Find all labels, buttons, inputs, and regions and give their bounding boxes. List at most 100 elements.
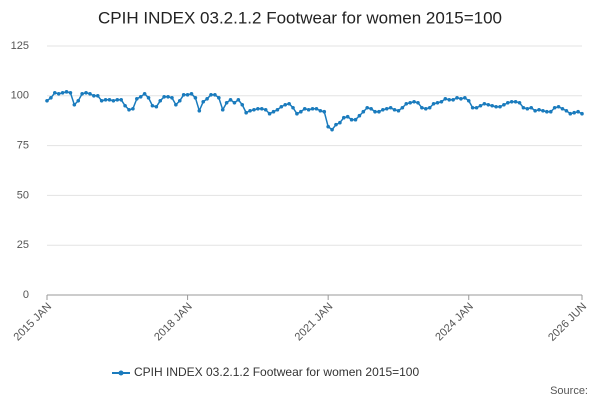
point bbox=[529, 105, 534, 110]
point bbox=[564, 108, 569, 113]
point bbox=[494, 104, 498, 109]
point bbox=[498, 104, 502, 109]
point bbox=[92, 94, 96, 98]
point bbox=[107, 97, 112, 102]
y-tick-label: 100 bbox=[11, 90, 29, 102]
point bbox=[244, 110, 248, 115]
point bbox=[111, 98, 116, 103]
point bbox=[166, 94, 170, 99]
point bbox=[560, 106, 565, 111]
point bbox=[334, 122, 338, 127]
point bbox=[400, 105, 405, 110]
point bbox=[513, 99, 518, 104]
point bbox=[306, 107, 311, 112]
point bbox=[580, 111, 584, 116]
point bbox=[138, 94, 143, 99]
point bbox=[576, 109, 580, 114]
point bbox=[150, 103, 155, 108]
point bbox=[64, 90, 69, 94]
point bbox=[181, 93, 186, 97]
point bbox=[541, 108, 545, 113]
point bbox=[548, 109, 553, 114]
point bbox=[131, 106, 135, 111]
point bbox=[224, 100, 229, 105]
x-tick-label: 2026 JUN bbox=[546, 301, 589, 344]
point bbox=[72, 102, 77, 107]
point bbox=[248, 108, 252, 113]
point bbox=[299, 109, 303, 114]
point bbox=[220, 107, 225, 112]
point bbox=[154, 104, 159, 109]
point bbox=[330, 127, 334, 132]
point bbox=[357, 113, 362, 118]
y-tick-label: 0 bbox=[23, 289, 29, 301]
point bbox=[236, 97, 241, 102]
point bbox=[146, 95, 151, 100]
point bbox=[174, 102, 178, 107]
point bbox=[142, 92, 147, 96]
point bbox=[392, 107, 397, 112]
point bbox=[314, 106, 319, 111]
x-tick-label: 2024 JAN bbox=[433, 301, 476, 344]
point bbox=[533, 108, 537, 113]
point bbox=[88, 92, 92, 96]
point bbox=[95, 94, 100, 98]
point bbox=[466, 98, 471, 103]
point bbox=[517, 100, 522, 105]
point bbox=[345, 114, 350, 119]
point bbox=[275, 107, 280, 112]
point bbox=[420, 105, 424, 110]
point bbox=[502, 102, 506, 107]
point bbox=[427, 105, 432, 110]
point bbox=[193, 95, 198, 100]
point bbox=[205, 96, 209, 101]
y-tick-label: 50 bbox=[17, 189, 29, 201]
point bbox=[283, 102, 288, 107]
point bbox=[416, 100, 420, 105]
point bbox=[431, 101, 436, 106]
point bbox=[451, 97, 455, 102]
point bbox=[170, 95, 174, 100]
point bbox=[189, 92, 194, 96]
point bbox=[291, 105, 295, 110]
point bbox=[423, 106, 428, 111]
point bbox=[123, 103, 127, 108]
point bbox=[439, 99, 444, 104]
point bbox=[209, 93, 213, 97]
point bbox=[396, 108, 401, 113]
point bbox=[259, 106, 264, 111]
point bbox=[263, 107, 268, 112]
y-tick-label: 125 bbox=[11, 40, 29, 52]
point bbox=[267, 111, 272, 116]
point bbox=[463, 95, 467, 100]
point bbox=[49, 95, 53, 100]
point bbox=[369, 106, 373, 111]
point bbox=[556, 104, 561, 109]
point bbox=[478, 103, 483, 108]
point bbox=[240, 102, 245, 107]
x-tick-label: 2018 JAN bbox=[152, 301, 195, 344]
point bbox=[177, 98, 182, 103]
point bbox=[365, 105, 370, 110]
y-tick-label: 25 bbox=[17, 239, 29, 251]
point bbox=[373, 109, 377, 114]
y-tick-label: 75 bbox=[17, 140, 29, 152]
point bbox=[68, 91, 73, 95]
point bbox=[470, 105, 475, 110]
point bbox=[455, 95, 459, 100]
point bbox=[412, 99, 416, 104]
point bbox=[115, 97, 120, 102]
point bbox=[435, 100, 440, 105]
point bbox=[201, 99, 206, 104]
point bbox=[361, 109, 366, 114]
source: Source: bbox=[550, 385, 588, 397]
point bbox=[302, 106, 307, 111]
point bbox=[56, 92, 61, 96]
point bbox=[228, 97, 233, 102]
point bbox=[127, 107, 131, 112]
x-tick-label: 2021 JAN bbox=[293, 301, 336, 344]
point bbox=[60, 91, 65, 95]
x-tick-label: 2015 JAN bbox=[12, 301, 55, 344]
point bbox=[384, 106, 389, 111]
